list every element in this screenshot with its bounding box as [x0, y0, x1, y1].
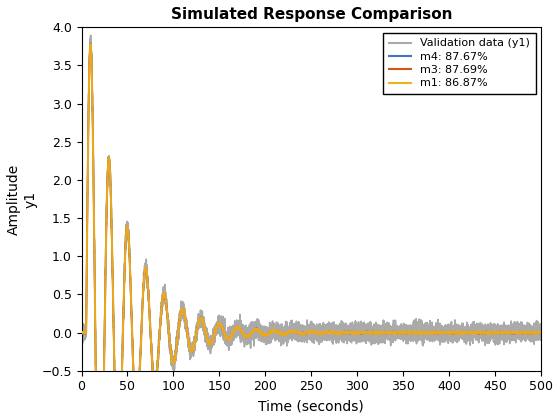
m3: 87.69%: (2.25, -0.00168): 87.69%: (2.25, -0.00168) — [80, 330, 87, 335]
m4: 87.67%: (245, -0.00181): 87.67%: (245, -0.00181) — [303, 330, 310, 335]
m1: 86.87%: (98.1, -0.351): 86.87%: (98.1, -0.351) — [169, 357, 175, 362]
Legend: Validation data (y1), m4: 87.67%, m3: 87.69%, m1: 86.87%: Validation data (y1), m4: 87.67%, m3: 87… — [384, 33, 535, 94]
m4: 87.67%: (98.1, -0.352): 87.67%: (98.1, -0.352) — [169, 357, 175, 362]
Validation data (y1) — [87, 33, 94, 38]
Line: m3: 87.69%: m3: 87.69% — [82, 43, 541, 420]
Title: Simulated Response Comparison: Simulated Response Comparison — [171, 7, 452, 22]
m4: 87.67%: (9.8, 3.79): 87.67%: (9.8, 3.79) — [87, 41, 94, 46]
Validation data (y1) — [80, 332, 87, 337]
m3: 87.69%: (30, 2.29): 87.69%: (30, 2.29) — [106, 155, 113, 160]
m1: 86.87%: (30, 2.28): 86.87%: (30, 2.28) — [106, 156, 113, 161]
m3: 87.69%: (500, 0.01): 87.69%: (500, 0.01) — [538, 329, 544, 334]
m4: 87.67%: (0, 0.00894): 87.67%: (0, 0.00894) — [78, 329, 85, 334]
Validation data (y1) — [538, 325, 544, 330]
Line: m4: 87.67%: m4: 87.67% — [82, 43, 541, 420]
m4: 87.67%: (30, 2.29): 87.67%: (30, 2.29) — [106, 155, 113, 160]
m1: 86.87%: (500, -0.00721): 86.87%: (500, -0.00721) — [538, 331, 544, 336]
Validation data (y1) — [78, 323, 85, 328]
Line: Validation data (y1): Validation data (y1) — [82, 35, 541, 420]
m3: 87.69%: (0, -0.00208): 87.69%: (0, -0.00208) — [78, 330, 85, 335]
m1: 86.87%: (2.25, -0.00318): 86.87%: (2.25, -0.00318) — [80, 331, 87, 336]
m1: 86.87%: (0, 0.00812): 86.87%: (0, 0.00812) — [78, 329, 85, 334]
Validation data (y1) — [169, 355, 175, 360]
m4: 87.67%: (2.25, -0.00294): 87.67%: (2.25, -0.00294) — [80, 330, 87, 335]
Line: m1: 86.87%: m1: 86.87% — [82, 44, 541, 420]
m1: 86.87%: (245, -0.00241): 86.87%: (245, -0.00241) — [303, 330, 310, 335]
Validation data (y1) — [514, 333, 520, 338]
m3: 87.69%: (474, -0.00654): 87.69%: (474, -0.00654) — [514, 331, 520, 336]
m1: 86.87%: (474, 0.000997): 86.87%: (474, 0.000997) — [514, 330, 520, 335]
m3: 87.69%: (98.1, -0.348): 87.69%: (98.1, -0.348) — [169, 357, 175, 362]
Validation data (y1) — [303, 328, 310, 333]
Validation data (y1) — [106, 162, 113, 167]
X-axis label: Time (seconds): Time (seconds) — [258, 399, 364, 413]
m3: 87.69%: (9.75, 3.79): 87.69%: (9.75, 3.79) — [87, 41, 94, 46]
Y-axis label: Amplitude
y1: Amplitude y1 — [7, 163, 37, 235]
m3: 87.69%: (245, -0.00549): 87.69%: (245, -0.00549) — [303, 331, 310, 336]
m4: 87.67%: (474, 0.00236): 87.67%: (474, 0.00236) — [514, 330, 520, 335]
m4: 87.67%: (500, 0.00209): 87.67%: (500, 0.00209) — [538, 330, 544, 335]
m1: 86.87%: (9.6, 3.78): 86.87%: (9.6, 3.78) — [87, 42, 94, 47]
